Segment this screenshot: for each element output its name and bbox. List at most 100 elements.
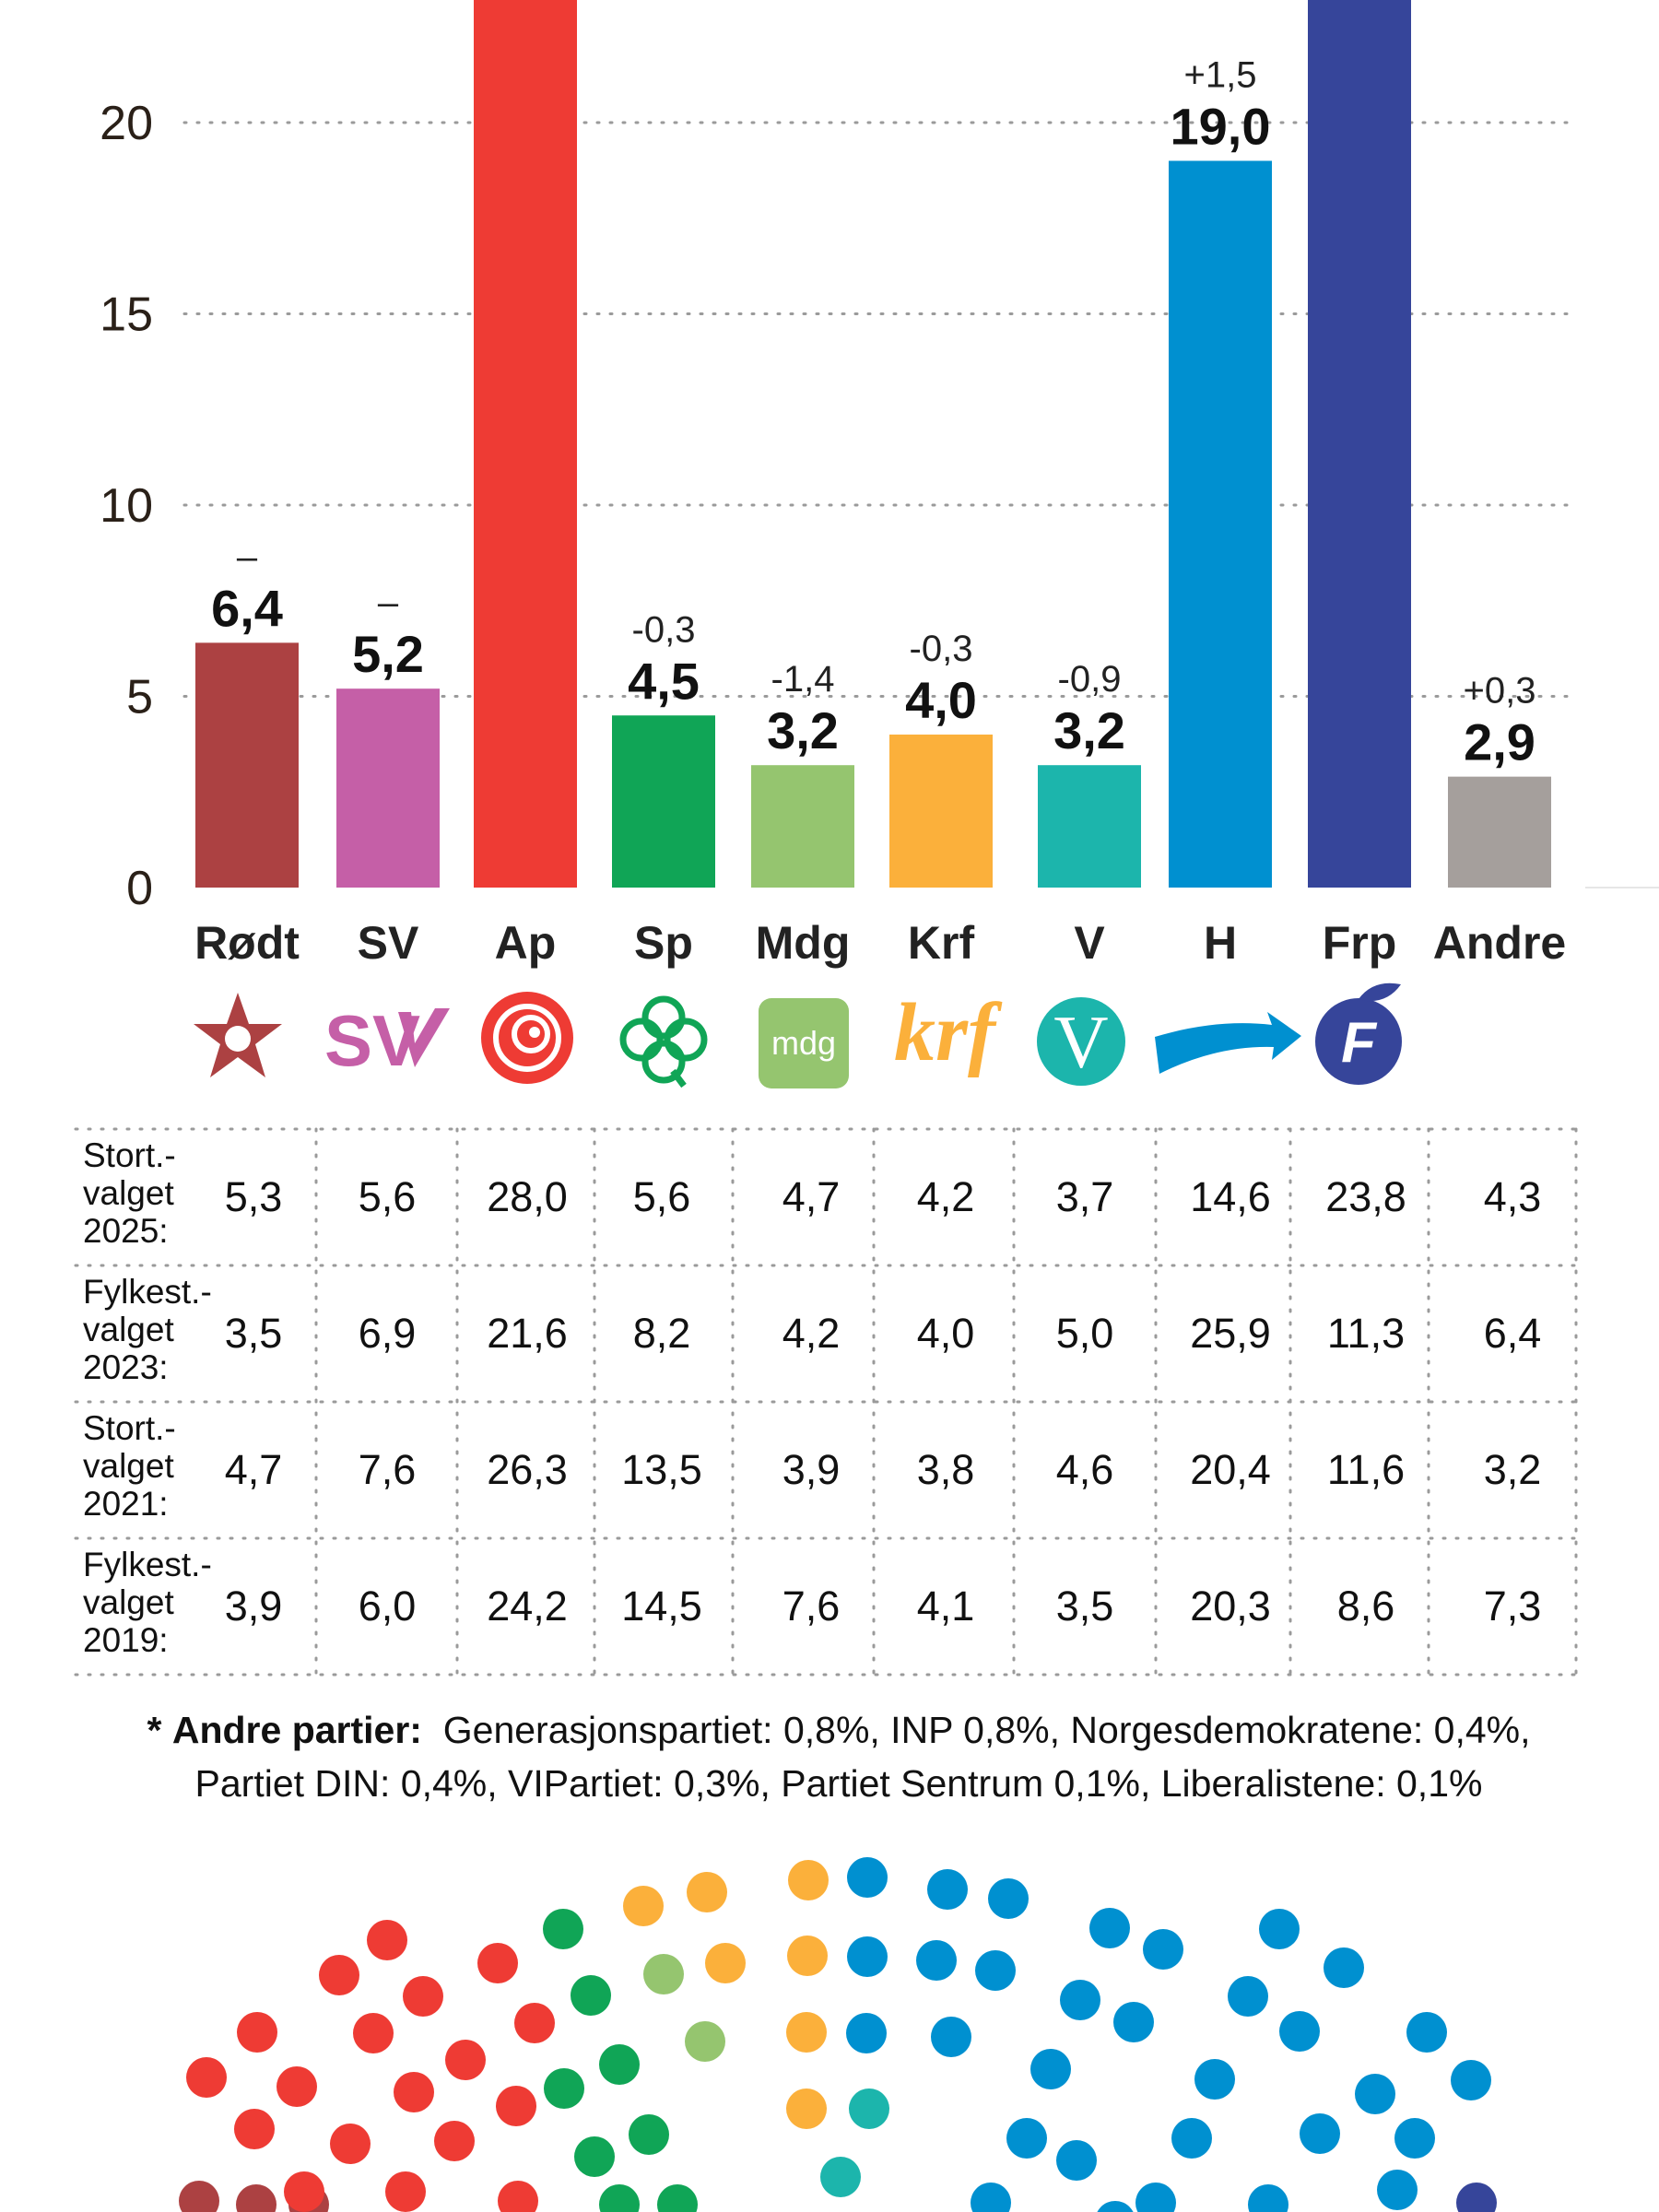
seat-ap: [385, 2171, 426, 2212]
frp-logo-text: F: [1341, 1011, 1378, 1075]
footnote-star: *: [147, 1709, 162, 1751]
bar-frp: [1308, 0, 1411, 888]
seat-krf: [787, 1936, 828, 1976]
table-cell: 26,3: [487, 1446, 568, 1493]
table-cell: 11,3: [1326, 1310, 1406, 1357]
seat-h: [988, 1878, 1029, 1919]
seat-h: [1135, 2183, 1176, 2212]
x-axis-labels: Rødt SV Ap Sp Mdg Krf V H Frp Andre: [194, 917, 1566, 969]
footnote: * Andre partier: Generasjonspartiet: 0,8…: [55, 1703, 1622, 1810]
seat-h: [847, 1936, 888, 1977]
table-cell: 6,0: [358, 1583, 417, 1630]
seat-h: [916, 1940, 957, 1981]
seat-frp: [1456, 2183, 1497, 2212]
category-label: Frp: [1323, 917, 1397, 969]
seat-ap: [330, 2124, 371, 2164]
table-cell: 3,5: [224, 1310, 283, 1357]
seat-sp: [574, 2136, 615, 2177]
seat-ap: [353, 2013, 394, 2053]
seat-sp: [599, 2184, 640, 2212]
seat-h: [1143, 1929, 1183, 1970]
table-cell: 4,7: [224, 1446, 283, 1493]
seat-ap: [276, 2066, 317, 2107]
seat-h: [1279, 2011, 1320, 2052]
value-label: 5,2: [352, 625, 424, 683]
y-axis: 0 5 10 15 20: [100, 97, 153, 915]
change-label: –: [378, 582, 399, 623]
seat-krf: [705, 1943, 746, 1983]
table-cell: 3,9: [224, 1583, 283, 1630]
seat-krf: [788, 1860, 829, 1900]
row-label-line: 2025:: [83, 1212, 169, 1250]
arrow-icon: [1155, 1012, 1301, 1074]
table-cell: 7,3: [1483, 1583, 1542, 1630]
row-label-line: 2023:: [83, 1348, 169, 1386]
table-cell: 23,8: [1325, 1173, 1406, 1220]
footnote-line1: Generasjonspartiet: 0,8%, INP 0,8%, Norg…: [442, 1709, 1531, 1751]
row-label-line: 2019:: [83, 1621, 169, 1659]
parliament-seats: [179, 1857, 1497, 2212]
y-tick-label: 5: [126, 671, 153, 724]
y-tick-label: 10: [100, 479, 153, 533]
table-cell: 20,3: [1190, 1583, 1271, 1630]
seat-krf: [786, 2088, 827, 2129]
seat-ap: [434, 2121, 475, 2161]
row-label: Fylkest.- valget 2019:: [83, 1546, 221, 1659]
v-logo-icon: V: [1037, 997, 1125, 1086]
table-cell: 7,6: [782, 1583, 841, 1630]
table-cell: 20,4: [1190, 1446, 1271, 1493]
seat-v: [820, 2157, 861, 2197]
change-label: -1,4: [771, 659, 835, 700]
seat-h: [847, 1857, 888, 1898]
category-label: H: [1204, 917, 1237, 969]
seat-ap: [234, 2109, 275, 2149]
row-label-line: 2021:: [83, 1485, 169, 1523]
seat-ap: [477, 1943, 518, 1983]
seat-h: [1097, 2201, 1134, 2212]
table-cell: 3,2: [1483, 1446, 1542, 1493]
seat-h: [1394, 2118, 1435, 2159]
table-cell: 14,6: [1190, 1173, 1271, 1220]
row-label-line: Fylkest.-: [83, 1546, 212, 1583]
seat-h: [1406, 2012, 1447, 2053]
table-cell: 4,7: [782, 1173, 841, 1220]
seat-krf: [786, 2012, 827, 2053]
table-row: Fylkest.- valget 2023: 3,5 6,9 21,6 8,2 4,2 4,0 5…: [76, 1265, 1578, 1402]
category-label: SV: [358, 917, 419, 969]
table-cell: 5,3: [224, 1173, 283, 1220]
table-cell: 5,0: [1055, 1310, 1114, 1357]
change-label: +1,5: [1184, 55, 1257, 96]
v-logo-text: V: [1053, 1000, 1108, 1084]
seat-h: [846, 2013, 887, 2053]
seat-ap: [237, 2012, 277, 2053]
seat-ap: [394, 2072, 434, 2112]
y-tick-label: 15: [100, 288, 153, 342]
bar-sv: [336, 688, 440, 888]
table-cell: 5,6: [358, 1173, 417, 1220]
seat-ap: [496, 2086, 536, 2126]
seat-krf: [623, 1886, 664, 1926]
y-tick-label: 0: [126, 862, 153, 915]
seat-mdg: [685, 2021, 725, 2062]
table-row: Stort.- valget 2021: 4,7 7,6 26,3 13,5 3,9 3,8 4,…: [76, 1402, 1578, 1538]
seat-h: [1006, 2118, 1047, 2159]
seat-ap: [498, 2181, 538, 2212]
category-label: Sp: [634, 917, 693, 969]
table-cell: 4,2: [782, 1310, 841, 1357]
seat-ap: [186, 2057, 227, 2098]
value-label: 6,4: [211, 579, 283, 637]
footnote-line2: Partiet DIN: 0,4%, VIPartiet: 0,3%, Part…: [194, 1762, 1483, 1805]
seat-rodt: [179, 2181, 219, 2212]
seat-ap: [403, 1976, 443, 2017]
seat-h: [1451, 2060, 1491, 2100]
clover-icon: [619, 995, 708, 1088]
value-label: 4,5: [628, 652, 700, 710]
row-label-line: Stort.-: [83, 1409, 176, 1447]
table-cell: 5,6: [632, 1173, 691, 1220]
seat-h: [1259, 1909, 1300, 1949]
table-cell: 3,8: [916, 1446, 975, 1493]
category-label: Ap: [495, 917, 557, 969]
table-cell: 13,5: [621, 1446, 702, 1493]
bar-krf: [889, 735, 993, 888]
